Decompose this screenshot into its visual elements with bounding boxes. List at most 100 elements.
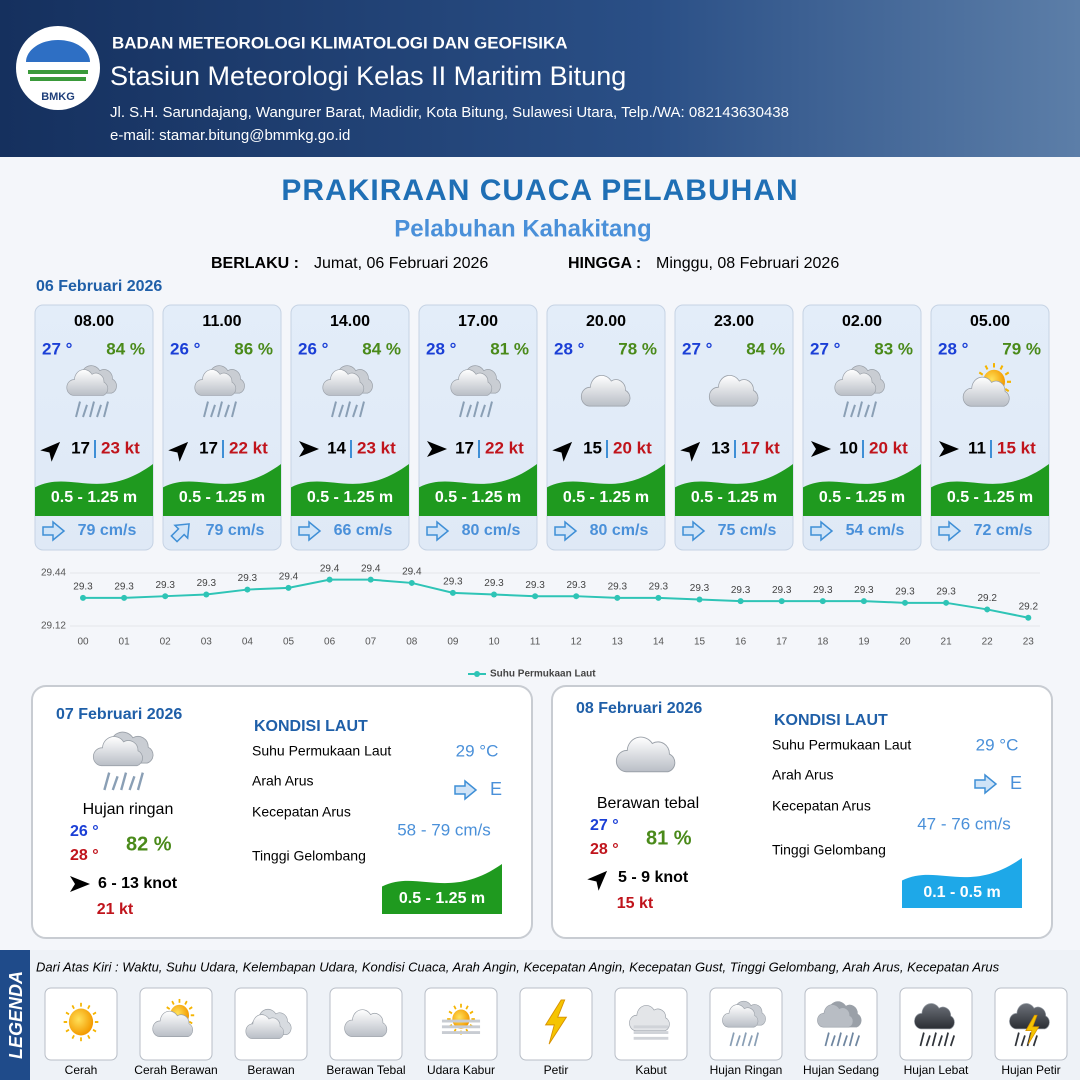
sun-ray [469,1010,474,1015]
weather-icon [544,999,568,1045]
value-label: 29.3 [197,578,217,589]
rain [937,1035,943,1047]
to-date: Minggu, 08 Februari 2026 [656,255,839,272]
y-tick-label: 29.44 [41,568,66,579]
wave [35,464,153,516]
slot-time: 23.00 [714,313,754,330]
slot-current: 80 cm/s [590,522,649,539]
sea-label: Tinggi Gelombang [252,848,366,864]
legend-item: Berawan Tebal [326,1063,405,1077]
slot-temp: 27 ° [682,339,713,358]
slot-wind: 17 [455,438,474,457]
sun-ray [65,1011,70,1016]
sun-ray [188,1020,193,1025]
weather-icon [344,1009,388,1037]
cloud [344,1009,388,1037]
slot-humidity: 86 % [234,339,273,358]
slot-gust: 22 kt [229,438,268,457]
sst-point [491,591,497,598]
weather-icon [152,998,195,1037]
day-wind: 5 - 9 knot [618,869,689,886]
slot-temp: 28 ° [938,339,969,358]
slot-gust: 20 kt [869,438,908,457]
weather-icon [63,1002,99,1042]
weather-icon [450,365,501,418]
sea-label: Kecepatan Arus [252,804,351,820]
sea-wave: 0.1 - 0.5 m [923,884,1000,901]
weather-icon [580,375,631,407]
rain [480,404,486,418]
sst-point [367,576,374,583]
day-gust: 21 kt [97,901,134,918]
weather-icon [92,731,154,791]
weather-icon [914,1003,956,1047]
sst-point [614,594,621,601]
x-tick-label: 14 [653,637,665,648]
wind-arrow [299,441,319,457]
slot-wind: 10 [839,438,858,457]
cloud [962,376,1010,407]
slot-gust: 20 kt [613,438,652,457]
sun-ray [448,1010,453,1015]
legend-dot [474,671,480,677]
sea-sst: 29 °C [976,735,1019,754]
value-label: 29.3 [731,585,751,596]
x-tick-label: 06 [324,637,336,648]
cloud [322,369,365,396]
sun-ray [71,1004,75,1010]
slot-humidity: 79 % [1002,339,1041,358]
x-tick-label: 17 [776,637,788,648]
rain [338,404,344,418]
bolt [1025,1014,1040,1045]
day-date: 07 Februari 2026 [56,706,182,723]
wave [163,464,281,516]
rain [1026,1032,1032,1047]
sea-wave: 0.5 - 1.25 m [399,890,485,907]
rain [864,404,870,418]
current-arrow [170,523,190,543]
wind-arrow [680,441,701,462]
slot-wave: 0.5 - 1.25 m [179,489,265,506]
agency: BADAN METEOROLOGI KLIMATOLOGI DAN GEOFIS… [112,33,568,52]
sun-ray [984,365,989,370]
rain [120,772,128,791]
slot-temp: 27 ° [42,339,73,358]
value-label: 29.4 [361,563,381,574]
value-label: 29.3 [238,573,258,584]
current-arrow [454,779,478,801]
slot-wind: 15 [583,438,602,457]
weather-icon [615,736,676,773]
rain [359,401,365,418]
rain [473,401,479,418]
weather-icon [245,1008,292,1039]
current-arrow [42,520,66,542]
rain [824,1032,830,1047]
day-temp-min: 26 ° [70,823,99,840]
slot-wave: 0.5 - 1.25 m [51,489,137,506]
value-label: 29.3 [854,585,874,596]
cloud [450,369,493,396]
slot-wave: 0.5 - 1.25 m [563,489,649,506]
value-label: 29.3 [525,580,545,591]
value-label: 29.4 [279,572,299,583]
slot-wind: 14 [327,438,346,457]
slot-wave: 0.5 - 1.25 m [435,489,521,506]
x-tick-label: 00 [77,637,89,648]
legend-label: Suhu Permukaan Laut [490,669,596,680]
rain [217,401,223,418]
separator [990,440,992,458]
x-tick-label: 07 [365,637,377,648]
x-tick-label: 21 [941,637,953,648]
wind-arrow [40,441,61,462]
rain [753,1032,759,1047]
day-weather: Berawan tebal [597,795,699,812]
sst-point [696,596,703,603]
x-tick-label: 23 [1023,637,1035,648]
rain [75,401,81,418]
header-bg [0,0,1080,157]
value-label: 29.4 [402,567,422,578]
slot-time: 14.00 [330,313,370,330]
logo-text: BMKG [41,91,75,103]
